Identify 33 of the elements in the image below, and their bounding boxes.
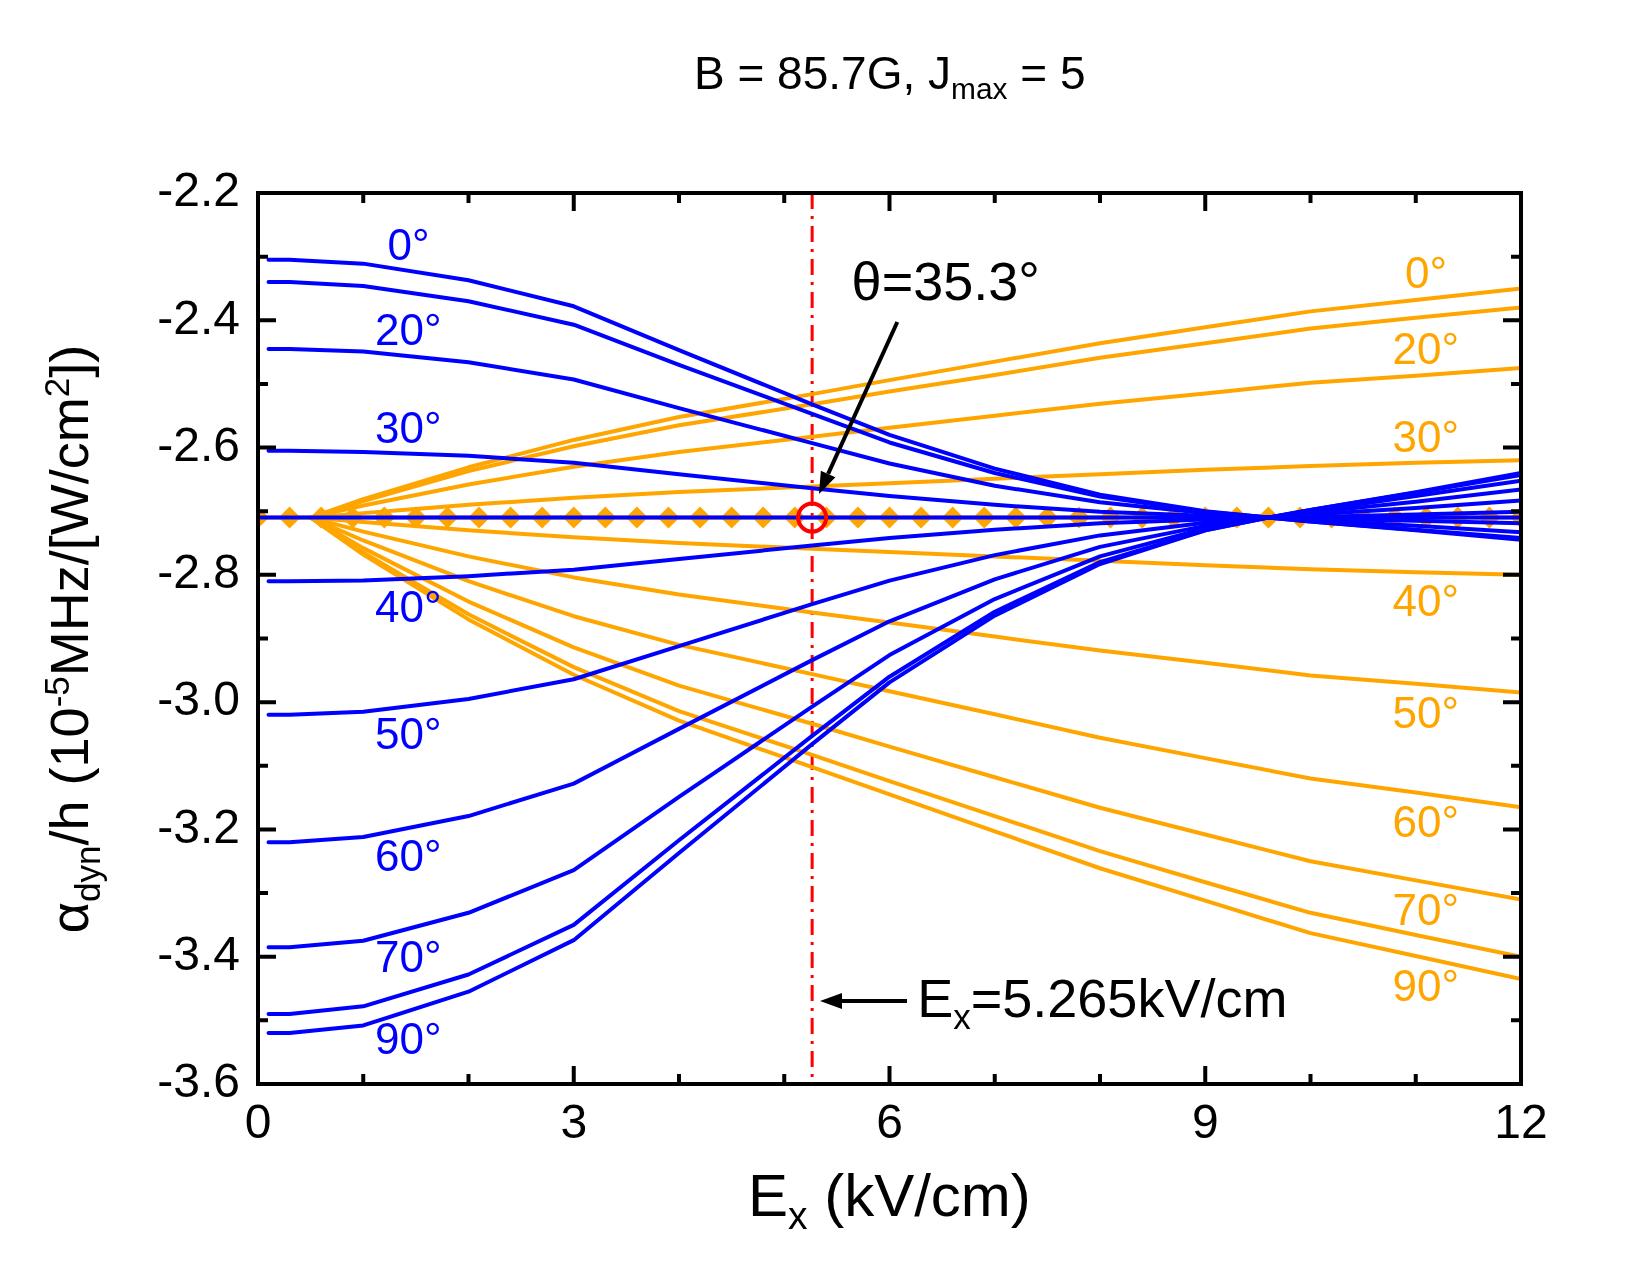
series-label: 60° <box>375 831 442 881</box>
series-label: 30° <box>1392 411 1460 461</box>
series-label: 60° <box>1392 796 1460 846</box>
series-label: 40° <box>1392 575 1460 625</box>
x-tick-label: 6 <box>876 1095 903 1149</box>
y-tick-label: -3.2 <box>157 799 240 853</box>
x-tick-label: 9 <box>1191 1095 1219 1149</box>
y-tick-label: -3.4 <box>157 926 240 980</box>
chart-title: B = 85.7G, J$_{max}$ = 5 <box>694 47 1086 106</box>
series-label: 50° <box>375 709 442 759</box>
y-tick-label: -3.0 <box>157 672 240 726</box>
x-tick-label: 12 <box>1494 1095 1548 1149</box>
y-tick-label: -2.8 <box>157 545 240 599</box>
y-tick-label: -2.6 <box>157 417 240 471</box>
series-label: 20° <box>1392 323 1460 373</box>
series-label: 20° <box>375 305 442 355</box>
series-label: 40° <box>375 581 442 631</box>
x-tick-label: 0 <box>244 1095 272 1149</box>
series-label: 90° <box>1392 961 1460 1011</box>
series-label: 0° <box>1405 247 1448 297</box>
annotation: E$_{x}$=5.265kV/cm <box>917 968 1288 1037</box>
series-label: 70° <box>1392 885 1460 935</box>
series-label: 90° <box>375 1013 442 1063</box>
series-label: 50° <box>1392 687 1460 737</box>
x-tick-label: 3 <box>560 1095 588 1149</box>
y-tick-label: -2.4 <box>157 290 240 344</box>
annotation: θ=35.3° <box>851 250 1040 311</box>
series-label: 70° <box>375 931 442 981</box>
series-label: 30° <box>375 402 442 452</box>
x-axis-title: E$_{x}$ (kV/cm) <box>748 1162 1031 1237</box>
series-label: 0° <box>387 219 430 269</box>
y-tick-label: -2.2 <box>157 163 240 217</box>
y-tick-label: -3.6 <box>157 1054 240 1108</box>
